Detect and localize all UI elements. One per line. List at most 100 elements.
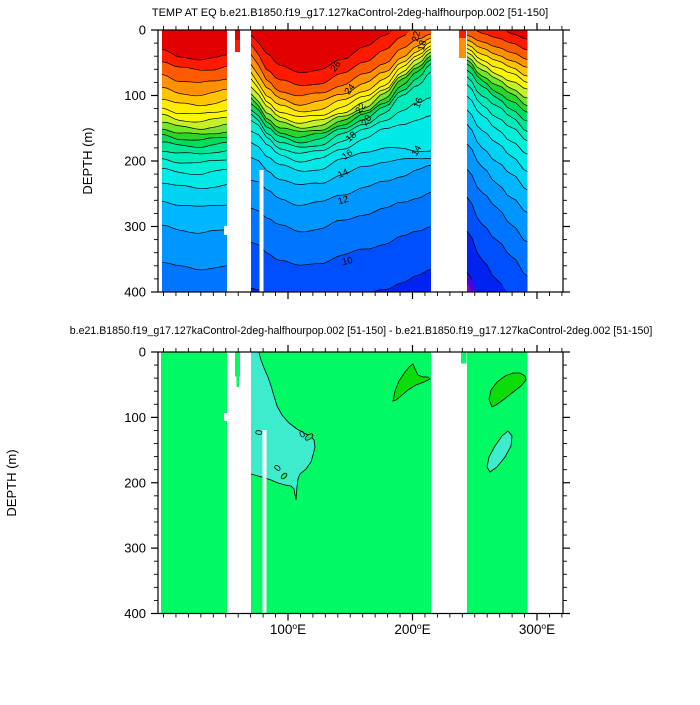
contour-line-indian-26 — [161, 74, 228, 83]
band-indian-28 — [162, 30, 227, 60]
contour-line-indian-12 — [161, 224, 228, 234]
contour-line-east-atlantic-24 — [466, 44, 528, 77]
contour-label: 22 — [410, 30, 423, 43]
bottom-panel-title: b.e21.B1850.f19_g17.127kaControl-2deg-ha… — [70, 325, 653, 337]
depth-tick-label: 100 — [124, 410, 146, 425]
contour-line-east-atlantic-15 — [466, 96, 528, 155]
depth-tick-label: 300 — [124, 219, 146, 234]
contour-label: 14 — [409, 144, 424, 159]
contour-label: 22 — [353, 101, 368, 116]
depth-tick-label: 0 — [139, 345, 146, 360]
contour-line-indian-17 — [161, 150, 228, 155]
contour-line-pacific-20 — [250, 55, 432, 132]
diff-island-column-0 — [235, 352, 240, 377]
bottom-panel-contour-field: 0 0 0 — [161, 352, 528, 614]
island-column-0 — [235, 30, 240, 40]
contour-line-pacific-16 — [250, 97, 432, 154]
depth-tick-label: 300 — [124, 541, 146, 556]
contour-line-east-atlantic-9 — [466, 230, 503, 285]
depth-tick-label: 0 — [139, 23, 146, 38]
contour-line-east-atlantic-10 — [466, 196, 528, 277]
contour-line-pacific-10 — [250, 226, 432, 266]
contour-line-pacific-22 — [250, 48, 432, 124]
contour-line-pacific-17 — [250, 71, 432, 148]
contour-line-east-atlantic-23 — [466, 47, 528, 84]
zero-contour-island — [280, 472, 288, 480]
diff-island-column-1 — [236, 376, 239, 387]
contour-line-indian-18 — [162, 141, 228, 148]
contour-label: 16 — [412, 96, 426, 110]
contour-line-indian-22 — [161, 113, 228, 123]
contour-line-pacific-14 — [250, 142, 432, 172]
depth-tick-label: 200 — [124, 475, 146, 490]
contour-line-indian-25 — [161, 87, 228, 97]
band-east-atlantic-27 — [467, 30, 528, 50]
contour-line-east-atlantic-21 — [466, 56, 528, 99]
contour-line-indian-11 — [161, 262, 228, 271]
axis-ticks — [151, 23, 570, 621]
land-mask-1 — [224, 226, 228, 235]
contour-line-east-atlantic-12 — [466, 143, 528, 213]
contour-line-indian-27 — [161, 61, 228, 71]
negative-anomaly-blob — [486, 430, 513, 473]
contour-line-east-atlantic-17 — [466, 76, 528, 132]
depth-tick-label: 400 — [124, 606, 146, 621]
island-column-1 — [459, 38, 466, 58]
contour-line-pacific-12 — [250, 164, 432, 207]
contour-line-pacific-19 — [250, 59, 432, 138]
contour-line-pacific-26 — [250, 33, 432, 97]
contour-line-pacific-15 — [250, 115, 432, 163]
top-depth-axis-label: DEPTH (m) — [80, 127, 95, 194]
contour-line-indian-23 — [161, 107, 228, 115]
contour-line-east-atlantic-18 — [466, 69, 528, 122]
contour-line-indian-21 — [161, 121, 228, 130]
top-panel-title: TEMP AT EQ b.e21.B1850.f19_g17.127kaCont… — [152, 7, 548, 19]
island-column-0 — [235, 40, 240, 52]
contour-line-pacific-13 — [250, 157, 431, 185]
positive-anomaly-blob-1 — [488, 372, 527, 408]
contour-line-indian-14 — [161, 182, 228, 190]
contour-line-indian-13 — [161, 200, 228, 207]
contour-line-pacific-21 — [250, 51, 432, 129]
contour-label: 20 — [359, 113, 374, 128]
contour-line-east-atlantic-13 — [466, 123, 528, 191]
contour-line-pacific-9 — [250, 269, 432, 292]
lon-tick-label: 200oE — [394, 621, 430, 637]
positive-anomaly-blob-0 — [392, 363, 431, 402]
contour-line-indian-15 — [161, 168, 228, 176]
contour-line-pacific-23 — [250, 45, 432, 117]
band-east-atlantic-28 — [467, 30, 528, 40]
land-mask-0 — [259, 170, 264, 292]
contour-line-indian-20 — [161, 128, 228, 135]
lon-tick-label: 100oE — [270, 621, 306, 637]
contour-line-east-atlantic-14 — [466, 109, 528, 172]
depth-tick-label: 100 — [124, 88, 146, 103]
land-mask-0 — [262, 430, 267, 614]
depth-tick-label: 200 — [124, 154, 146, 169]
contour-label: 10 — [341, 255, 354, 268]
contour-line-pacific-25 — [250, 37, 432, 106]
contour-line-east-atlantic-28 — [506, 31, 528, 40]
lon-tick-label: 300oE — [519, 621, 555, 637]
contour-line-east-atlantic-16 — [466, 84, 528, 142]
contour-line-pacific-27 — [250, 34, 407, 86]
negative-anomaly-region — [251, 352, 315, 500]
contour-line-east-atlantic-8 — [466, 272, 473, 280]
contour-label: 0 — [272, 463, 284, 474]
contour-line-east-atlantic-20 — [466, 59, 528, 107]
contour-line-east-atlantic-25 — [466, 39, 528, 68]
contour-line-pacific-18 — [250, 63, 432, 144]
contour-line-pacific-11 — [250, 191, 432, 233]
contour-label: 16 — [340, 147, 355, 162]
band-pacific-28 — [251, 30, 431, 73]
diff-island-column-2 — [461, 352, 467, 364]
contour-line-east-atlantic-22 — [466, 51, 528, 90]
contour-line-east-atlantic-11 — [466, 168, 528, 243]
contour-line-pacific-28 — [250, 33, 390, 74]
contour-label: 12 — [337, 194, 350, 207]
zero-contour — [250, 352, 316, 501]
contour-line-indian-16 — [161, 158, 228, 164]
contour-line-east-atlantic-26 — [466, 34, 528, 60]
